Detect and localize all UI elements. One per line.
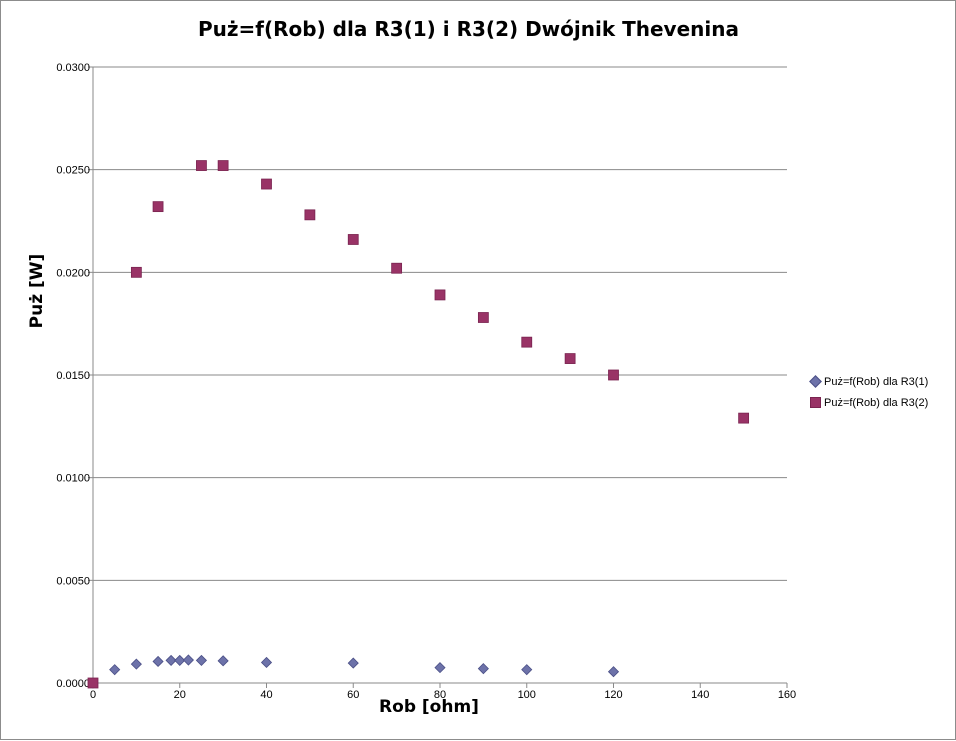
data-point-diamond <box>165 654 177 666</box>
legend-item-series-2: Puż=f(Rob) dla R3(2) <box>809 392 928 413</box>
x-tick-label: 120 <box>604 689 622 701</box>
x-tick-label: 20 <box>174 689 186 701</box>
data-point-diamond <box>260 656 273 669</box>
data-point-diamond <box>607 666 620 678</box>
data-point-square <box>196 160 207 171</box>
data-point-diamond <box>521 664 533 676</box>
data-point-diamond <box>195 654 208 666</box>
data-point-diamond <box>109 664 121 676</box>
data-point-diamond <box>434 662 446 674</box>
data-point-diamond <box>130 658 142 670</box>
data-point-square <box>434 289 446 301</box>
legend-label-series-1: Puż=f(Rob) dla R3(1) <box>824 375 929 388</box>
diamond-marker-icon <box>808 375 822 388</box>
data-point-diamond <box>217 655 229 667</box>
x-tick-label: 80 <box>434 689 446 701</box>
x-tick-label: 60 <box>347 689 359 701</box>
y-tick-label: 0.0150 <box>56 370 90 382</box>
data-point-square <box>738 412 750 424</box>
data-point-square <box>521 336 533 348</box>
x-tick-label: 40 <box>260 689 272 701</box>
x-tick-label: 160 <box>778 689 796 701</box>
data-points <box>87 160 750 689</box>
x-tick-label: 0 <box>90 689 96 701</box>
data-point-diamond <box>174 654 186 666</box>
legend: Puż=f(Rob) dla R3(1) Puż=f(Rob) dla R3(2… <box>808 371 929 413</box>
data-point-square <box>564 353 576 364</box>
data-point-square <box>152 201 164 213</box>
x-tick-label: 140 <box>691 689 709 701</box>
legend-item-series-1: Puż=f(Rob) dla R3(1) <box>808 371 929 392</box>
x-tick-label: 100 <box>518 689 536 701</box>
y-tick-label: 0.0300 <box>56 62 90 74</box>
x-axis-title: Rob [ohm] <box>379 697 479 717</box>
data-point-square <box>261 178 272 190</box>
data-point-square <box>477 312 489 323</box>
data-point-diamond <box>182 654 194 666</box>
axes <box>88 66 788 688</box>
data-point-diamond <box>152 655 164 668</box>
data-point-square <box>130 266 142 278</box>
data-point-diamond <box>477 663 489 675</box>
square-marker-icon <box>809 397 821 408</box>
data-point-square <box>391 262 403 274</box>
y-tick-label: 0.0250 <box>56 165 90 177</box>
chart-title: Puż=f(Rob) dla R3(1) i R3(2) Dwójnik The… <box>197 17 739 41</box>
data-point-square <box>87 677 99 689</box>
gridlines <box>93 66 787 581</box>
data-point-square <box>608 369 619 381</box>
data-point-square <box>304 209 316 221</box>
data-point-square <box>217 160 229 171</box>
data-point-square <box>347 234 359 245</box>
y-tick-label: 0.0050 <box>56 575 90 587</box>
legend-label-series-2: Puż=f(Rob) dla R3(2) <box>824 396 929 409</box>
series-2 <box>87 160 750 689</box>
y-tick-labels: 0.0000 0.0050 0.0100 0.0150 0.0200 0.0250 0.03… <box>56 62 90 690</box>
data-point-diamond <box>347 657 359 669</box>
y-tick-label: 0.0000 <box>56 678 90 690</box>
series-1 <box>87 654 620 689</box>
y-tick-label: 0.0100 <box>56 473 90 485</box>
y-tick-label: 0.0200 <box>56 267 90 279</box>
x-tick-labels: 0 20 40 60 80 100 120 140 160 <box>90 689 796 701</box>
